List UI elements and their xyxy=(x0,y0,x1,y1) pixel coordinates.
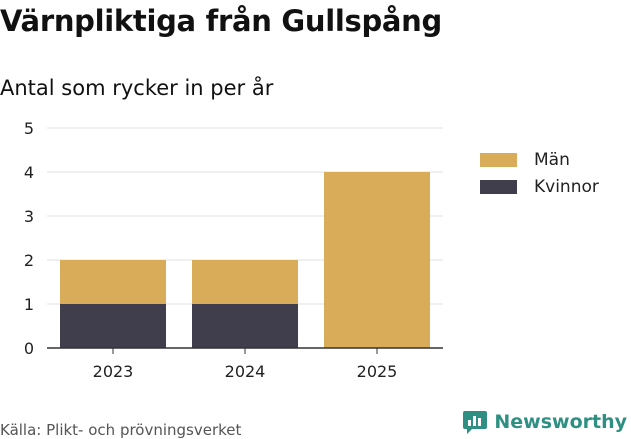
y-tick-label-1: 1 xyxy=(24,295,34,314)
chart-subtitle: Antal som rycker in per år xyxy=(0,76,274,100)
bar-kvinnor-2024 xyxy=(192,304,298,348)
bar-män-2023 xyxy=(60,260,166,304)
newsworthy-logo-icon xyxy=(463,411,488,434)
legend-item-man: Män xyxy=(480,146,599,173)
y-tick-label-2: 2 xyxy=(24,251,34,270)
legend-item-kvinnor: Kvinnor xyxy=(480,173,599,200)
brand-name: Newsworthy xyxy=(494,411,627,433)
y-tick-label-5: 5 xyxy=(24,119,34,138)
source-note: Källa: Plikt- och prövningsverket xyxy=(0,421,242,439)
x-tick-labels: 2023 2024 2025 xyxy=(93,348,398,381)
legend-swatch-kvinnor xyxy=(480,179,517,194)
bar-kvinnor-2023 xyxy=(60,304,166,348)
legend-swatch-man xyxy=(480,152,517,167)
x-tick-label-2023: 2023 xyxy=(93,362,134,381)
bars xyxy=(60,172,430,348)
y-tick-label-0: 0 xyxy=(24,339,34,358)
y-tick-label-3: 3 xyxy=(24,207,34,226)
bar-män-2025 xyxy=(324,172,430,348)
y-tick-label-4: 4 xyxy=(24,163,34,182)
brand-logo[interactable]: Newsworthy xyxy=(462,409,627,435)
bar-män-2024 xyxy=(192,260,298,304)
y-tick-labels: 0 1 2 3 4 5 xyxy=(24,119,34,358)
legend-label-kvinnor: Kvinnor xyxy=(534,176,599,197)
chart-title: Värnpliktiga från Gullspång xyxy=(0,4,442,38)
x-tick-label-2025: 2025 xyxy=(357,362,398,381)
x-tick-label-2024: 2024 xyxy=(225,362,266,381)
legend-label-man: Män xyxy=(534,149,570,170)
legend: Män Kvinnor xyxy=(480,146,599,200)
